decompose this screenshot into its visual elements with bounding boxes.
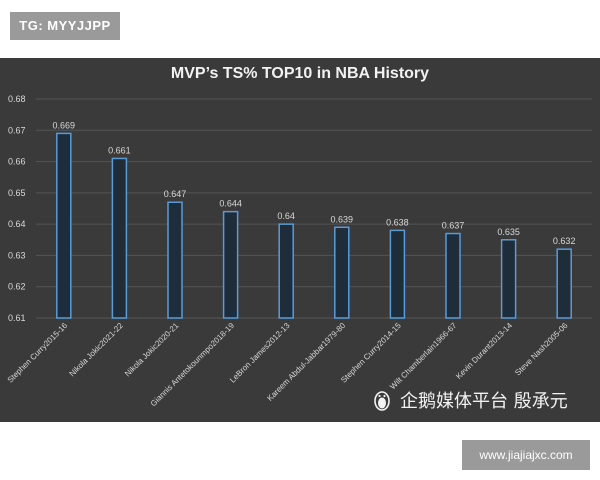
bar-value-label: 0.635 (497, 227, 520, 237)
bar-value-label: 0.638 (386, 217, 409, 227)
bar (334, 226, 350, 319)
data-labels: 0.669 0.661 0.647 0.644 0.64 0.639 0.638 0.637 0… (53, 120, 576, 246)
grid-lines (36, 98, 592, 319)
y-tick-label: 0.63 (8, 250, 26, 260)
y-tick-label: 0.68 (8, 94, 26, 104)
bar (167, 201, 183, 319)
x-tick-label: Nikola Jokic2021-22 (68, 321, 126, 379)
bar-value-label: 0.632 (553, 236, 576, 246)
y-tick-label: 0.67 (8, 125, 26, 135)
bar-chart: MVP’s TS% TOP10 in NBA History 0.610.620… (6, 65, 592, 408)
bar (56, 132, 72, 319)
y-tick-label: 0.61 (8, 313, 26, 323)
bar-value-label: 0.644 (219, 199, 242, 209)
chart-title: MVP’s TS% TOP10 in NBA History (171, 65, 429, 82)
y-tick-label: 0.64 (8, 219, 26, 229)
bar (556, 248, 572, 319)
y-tick-label: 0.66 (8, 157, 26, 167)
bar (445, 232, 461, 319)
x-tick-label: LeBron James2012-13 (228, 321, 292, 385)
website-url[interactable]: www.jiajiajxc.com (462, 440, 590, 470)
bar (500, 239, 517, 319)
penguin-icon (374, 391, 390, 411)
bar-value-label: 0.647 (164, 189, 187, 199)
x-tick-label: Kevin Durant2013-14 (454, 321, 514, 381)
bar-value-label: 0.669 (53, 120, 76, 130)
bar-value-label: 0.639 (331, 214, 354, 224)
y-tick-label: 0.62 (8, 282, 26, 292)
bar-value-label: 0.64 (277, 211, 295, 221)
x-tick-label: Stephen Curry2015-16 (6, 321, 70, 385)
watermark: 企鹅媒体平台 殷承元 (372, 387, 568, 413)
bar (278, 223, 294, 319)
chart-panel: MVP’s TS% TOP10 in NBA History 0.61 0.62 0… (0, 58, 600, 422)
x-tick-label: Steve Nash2005-06 (513, 321, 570, 378)
bar (111, 157, 128, 319)
bar-value-label: 0.661 (108, 145, 131, 155)
tag-badge: TG: MYYJJPP (10, 12, 120, 40)
y-axis-ticks: 0.61 0.62 0.63 0.64 0.65 0.66 0.67 0.68 (8, 94, 26, 323)
y-tick-label: 0.65 (8, 188, 26, 198)
watermark-text: 企鹅媒体平台 殷承元 (400, 391, 568, 412)
bar (222, 210, 239, 319)
x-tick-label: Stephen Curry2014-15 (339, 321, 403, 385)
bar (389, 229, 406, 319)
bar-value-label: 0.637 (442, 221, 465, 231)
x-tick-label: Nikola Jokic2020-21 (123, 321, 181, 379)
bars (56, 132, 572, 319)
